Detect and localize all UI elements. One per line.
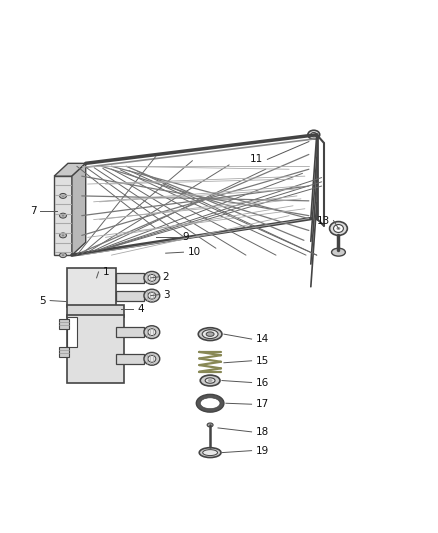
Ellipse shape xyxy=(60,193,67,198)
Bar xyxy=(117,354,144,364)
Ellipse shape xyxy=(202,330,218,338)
Ellipse shape xyxy=(144,352,160,365)
Ellipse shape xyxy=(199,448,221,457)
Ellipse shape xyxy=(329,222,347,236)
Bar xyxy=(117,290,144,301)
Ellipse shape xyxy=(148,274,156,281)
Text: 7: 7 xyxy=(30,206,36,216)
Ellipse shape xyxy=(148,356,156,362)
Ellipse shape xyxy=(62,235,64,237)
Text: 3: 3 xyxy=(163,289,170,300)
Ellipse shape xyxy=(148,292,156,299)
Bar xyxy=(67,305,124,317)
Text: 4: 4 xyxy=(137,304,144,314)
Ellipse shape xyxy=(60,233,67,238)
Text: 11: 11 xyxy=(250,155,263,164)
Ellipse shape xyxy=(208,379,212,382)
Ellipse shape xyxy=(148,329,156,336)
Text: 16: 16 xyxy=(255,377,269,387)
FancyBboxPatch shape xyxy=(54,176,72,255)
Ellipse shape xyxy=(332,248,346,256)
Bar xyxy=(67,268,117,308)
Ellipse shape xyxy=(308,130,320,139)
Ellipse shape xyxy=(198,328,222,341)
Ellipse shape xyxy=(336,227,340,230)
Text: 18: 18 xyxy=(255,427,269,437)
Text: 10: 10 xyxy=(187,247,201,257)
Ellipse shape xyxy=(203,450,218,456)
Bar xyxy=(117,327,144,337)
Ellipse shape xyxy=(311,133,317,137)
Ellipse shape xyxy=(206,332,214,336)
Ellipse shape xyxy=(144,289,160,302)
Text: 17: 17 xyxy=(255,399,269,409)
Ellipse shape xyxy=(200,398,220,409)
Ellipse shape xyxy=(144,271,160,284)
Bar xyxy=(59,319,69,329)
Text: 9: 9 xyxy=(183,232,189,243)
Ellipse shape xyxy=(144,326,160,338)
Text: 14: 14 xyxy=(255,334,269,344)
Ellipse shape xyxy=(333,224,343,232)
Polygon shape xyxy=(72,163,86,255)
Ellipse shape xyxy=(60,213,67,218)
Ellipse shape xyxy=(200,375,220,386)
Bar xyxy=(67,317,77,347)
Ellipse shape xyxy=(196,394,224,412)
Text: 19: 19 xyxy=(255,446,269,456)
Bar xyxy=(59,347,69,357)
Bar xyxy=(117,273,144,283)
Polygon shape xyxy=(54,163,86,176)
Ellipse shape xyxy=(205,378,215,383)
Ellipse shape xyxy=(62,254,64,256)
Ellipse shape xyxy=(207,423,213,427)
Ellipse shape xyxy=(60,253,67,257)
Text: 2: 2 xyxy=(163,272,170,282)
Text: 5: 5 xyxy=(39,296,46,305)
Ellipse shape xyxy=(62,215,64,216)
Text: 13: 13 xyxy=(316,215,329,225)
Ellipse shape xyxy=(62,195,64,197)
Text: 1: 1 xyxy=(102,267,109,277)
Bar xyxy=(67,316,124,383)
Text: 15: 15 xyxy=(255,356,269,366)
